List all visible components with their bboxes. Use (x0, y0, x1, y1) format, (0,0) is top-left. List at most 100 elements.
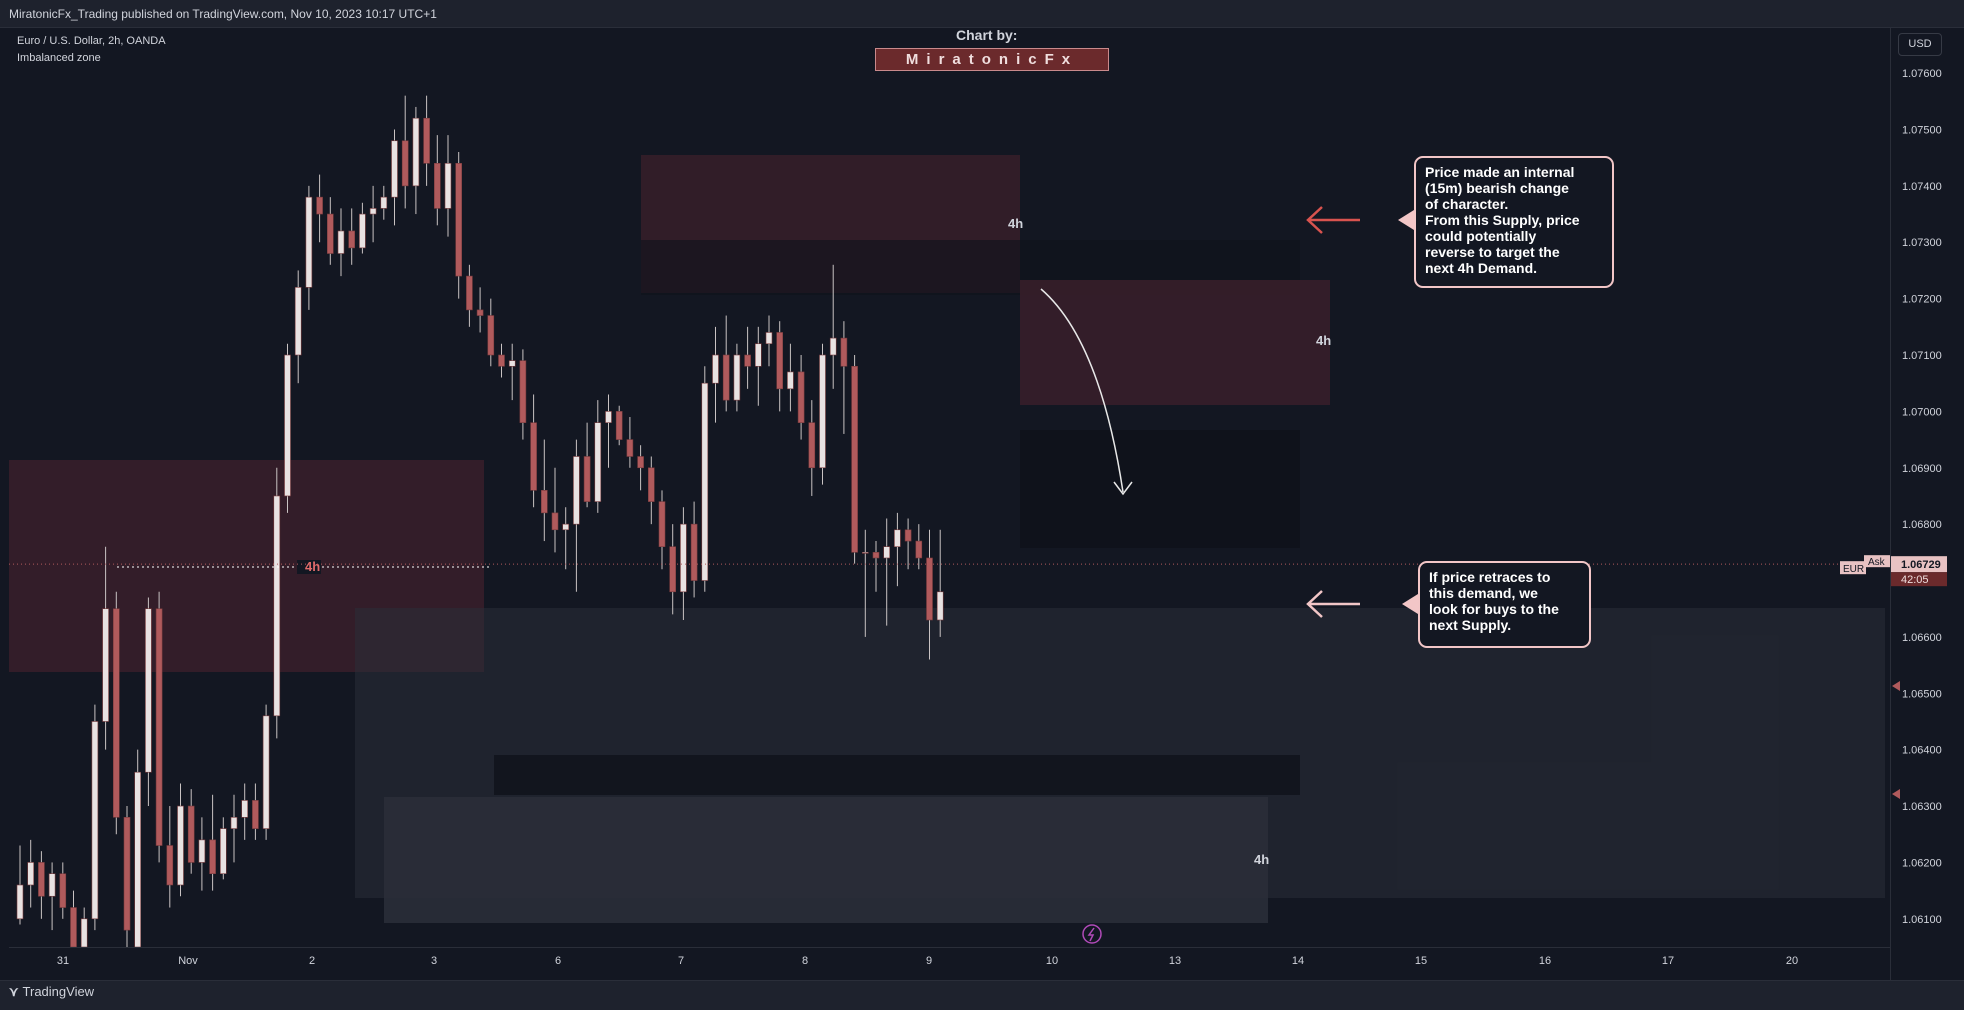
time-tick-label: 9 (926, 955, 932, 967)
flash-icon (1082, 924, 1102, 944)
candle-body (712, 354, 719, 384)
candle-body (326, 213, 334, 254)
candle-body (337, 230, 345, 254)
candle-body (647, 467, 655, 502)
candle-body (926, 557, 933, 621)
candle-body (658, 501, 666, 547)
symbol-short-badge (1840, 561, 1866, 575)
footer-bar (0, 980, 1964, 1010)
candle-body (27, 862, 35, 886)
ask-label: Ask (1868, 557, 1886, 568)
candle-body (38, 862, 45, 897)
candle-body (423, 117, 430, 164)
candle-body (209, 839, 216, 875)
chart-by-label: Chart by: (956, 27, 1018, 43)
time-tick-label: 6 (555, 955, 561, 967)
demand-zone-4h (384, 797, 1268, 923)
price-tick-label: 1.06300 (1902, 801, 1942, 813)
price-tick-label: 1.06400 (1902, 745, 1942, 757)
candle-body (605, 411, 612, 423)
candle-body (59, 873, 67, 908)
current-price-label: 1.06729 (1901, 559, 1941, 571)
zone-label-bg (297, 560, 321, 574)
publisher-line: MiratonicFx_Trading published on Trading… (9, 7, 437, 21)
candle-body (626, 439, 634, 457)
candle-body (305, 196, 313, 288)
currency-button[interactable]: USD (1898, 33, 1942, 56)
demand-note: If price retraces to this demand, we loo… (1418, 561, 1591, 648)
supply-note: Price made an internal (15m) bearish cha… (1414, 156, 1614, 288)
price-axis-marker (1892, 681, 1900, 691)
symbol-short-label: EUR (1843, 564, 1864, 575)
candle-body (113, 608, 120, 818)
time-axis-border (9, 947, 1890, 948)
price-tick-label: 1.07200 (1902, 294, 1942, 306)
candle-body (594, 422, 602, 502)
candle-body (540, 490, 548, 514)
candle-body (872, 552, 880, 559)
demand-note-pointer (1402, 594, 1418, 614)
candle-body (412, 117, 420, 187)
candle-body (348, 230, 356, 249)
current-price-badge (1891, 556, 1947, 573)
time-tick-label: 15 (1415, 955, 1427, 967)
candle-body (380, 196, 388, 209)
time-tick-label: 10 (1046, 955, 1058, 967)
candle-body (177, 805, 184, 886)
time-tick-label: 14 (1292, 955, 1304, 967)
candle-body (915, 540, 923, 559)
candle-body (241, 800, 248, 818)
candle-body (401, 140, 409, 187)
candle-body (166, 845, 174, 886)
candle-body (155, 608, 163, 846)
author-badge: MiratonicFx (875, 48, 1109, 71)
candle-body (16, 884, 24, 920)
candle-body (252, 800, 259, 829)
candle-body (851, 365, 858, 553)
price-tick-label: 1.07000 (1902, 406, 1942, 418)
countdown-label: 42:05 (1901, 574, 1929, 586)
candle-body (861, 552, 869, 554)
candle-body (936, 591, 944, 621)
candle-body (433, 163, 441, 209)
supply-zone-4h (1020, 280, 1330, 405)
candle-body (316, 196, 323, 215)
candle-body (294, 287, 302, 356)
candle-body (466, 275, 473, 311)
time-tick-label: 20 (1786, 955, 1798, 967)
candle-body (198, 839, 206, 863)
candle-body (680, 523, 687, 593)
candle-body (787, 371, 794, 390)
zone-label: 4h (1008, 216, 1023, 231)
price-tick-label: 1.06100 (1902, 914, 1942, 926)
candle-body (508, 360, 516, 367)
candle-body (573, 456, 580, 525)
price-tick-label: 1.06900 (1902, 463, 1942, 475)
countdown-badge (1891, 572, 1947, 587)
candle-body (754, 343, 762, 367)
zone-label: 4h (1316, 333, 1331, 348)
tradingview-brand: ⋎ TradingView (9, 984, 94, 1000)
time-tick-label: 7 (678, 955, 684, 967)
supply-arrow-icon (1306, 206, 1360, 234)
zone-label: 4h (1254, 852, 1269, 867)
candle-body (690, 523, 698, 581)
candle-body (519, 360, 527, 423)
target-arrow (1040, 288, 1124, 493)
candle-body (765, 332, 773, 345)
candle-body (220, 828, 227, 875)
candle-body (733, 354, 741, 401)
price-tick-label: 1.07400 (1902, 181, 1942, 193)
candle-body (637, 456, 644, 469)
candle-body (894, 529, 901, 547)
candle-body (187, 805, 195, 863)
candle-body (797, 371, 805, 423)
candle-body (562, 523, 570, 531)
zone-label: 4h (305, 559, 320, 574)
candle-body (883, 546, 891, 559)
candle-body (819, 354, 826, 469)
price-axis-border (1890, 28, 1891, 980)
candle-body (80, 918, 88, 948)
time-tick-label: 3 (431, 955, 437, 967)
